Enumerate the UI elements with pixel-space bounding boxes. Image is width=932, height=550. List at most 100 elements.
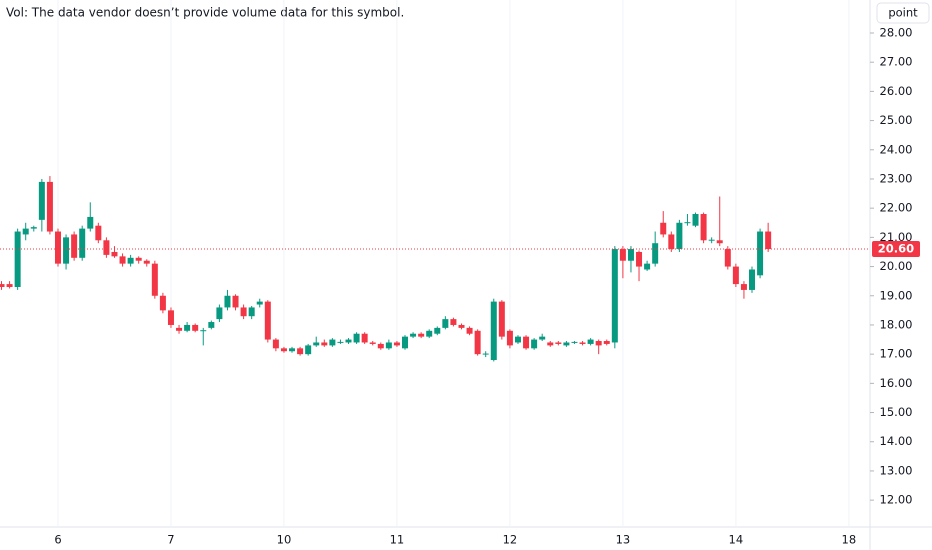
candle-body [490, 301, 497, 360]
candle-body [6, 284, 13, 288]
candle-body [79, 228, 86, 258]
candle-body [321, 342, 328, 346]
candle-body [143, 260, 150, 264]
x-tick-label: 14 [729, 533, 744, 547]
candle-body [313, 342, 320, 346]
candle-body [135, 257, 142, 261]
candle-body [757, 231, 764, 276]
candle-body [531, 339, 538, 349]
candle-body [563, 342, 570, 346]
candle-body [410, 333, 417, 337]
candle-body [402, 336, 408, 349]
candle-body [506, 330, 513, 346]
candle-body [539, 336, 546, 340]
y-tick-label: 13.00 [880, 463, 913, 477]
unit-button[interactable] [876, 2, 930, 24]
candle-body [434, 327, 441, 334]
candle-body [660, 222, 667, 235]
y-tick-label: 26.00 [880, 84, 913, 98]
candle-body [466, 327, 473, 334]
candle-body [329, 339, 336, 346]
candle-body [71, 234, 78, 258]
candle-body [636, 251, 643, 267]
candle-body [732, 266, 739, 285]
candle-body [700, 214, 707, 241]
candle-body [159, 295, 166, 311]
candle-body [749, 269, 756, 290]
candle-body [192, 324, 199, 331]
candle-body [240, 307, 247, 317]
candle-body [474, 330, 481, 355]
x-tick-label: 12 [503, 533, 518, 547]
candle-body [167, 310, 174, 325]
candle-body [377, 343, 384, 349]
candle-body [498, 301, 505, 337]
candle-body [708, 239, 715, 241]
candle-body [184, 324, 191, 331]
candle-body [603, 341, 610, 344]
y-tick-label: 21.00 [880, 230, 913, 244]
y-tick-label: 15.00 [880, 405, 913, 419]
y-tick-label: 18.00 [880, 317, 913, 331]
candle-body [385, 342, 392, 349]
candle-body [765, 231, 772, 250]
x-tick-label: 6 [54, 533, 61, 547]
candle-body [216, 307, 223, 320]
y-tick-label: 12.00 [880, 493, 913, 507]
candle-body [668, 234, 675, 250]
candle-body [87, 216, 94, 229]
candle-body [369, 342, 376, 344]
candle-body [30, 227, 37, 229]
candle-body [418, 333, 425, 337]
candle-body [272, 339, 279, 349]
candle-body [200, 330, 207, 332]
y-tick-label: 22.00 [880, 201, 913, 215]
candle-body [232, 295, 239, 308]
candle-body [644, 263, 651, 270]
candle-body [692, 214, 699, 226]
candle-body [627, 249, 634, 261]
x-tick-label: 7 [167, 533, 174, 547]
y-tick-label: 23.00 [880, 171, 913, 185]
candle-body [724, 249, 731, 267]
candle-body [95, 225, 102, 241]
annotation: Vol: The data vendor doesn’t provide vol… [6, 6, 404, 20]
candle-body [458, 324, 465, 328]
candle-body [579, 342, 586, 344]
candle-body [248, 307, 255, 317]
y-tick-label: 27.00 [880, 55, 913, 69]
candle-body [353, 333, 360, 343]
last-price-label: 20.60 [878, 242, 914, 256]
candle-body [619, 249, 626, 261]
candle-body [716, 240, 723, 244]
candle-body [514, 336, 521, 343]
candle-body [652, 243, 659, 264]
unit-label[interactable]: point [888, 6, 918, 20]
candle-body [684, 222, 691, 224]
candle-body [345, 339, 352, 343]
candle-body [256, 301, 263, 305]
candle-body [571, 341, 578, 343]
candle-body [63, 237, 70, 264]
candle-body [103, 240, 110, 255]
x-tick-label: 18 [842, 533, 857, 547]
candle-body [523, 336, 530, 349]
candle-body [0, 284, 5, 288]
candle-body [442, 319, 449, 328]
candle-body [555, 342, 562, 344]
candle-body [426, 330, 433, 337]
candle-body [119, 256, 126, 264]
x-tick-label: 13 [616, 533, 631, 547]
candle-body [611, 249, 618, 343]
y-tick-label: 19.00 [880, 288, 913, 302]
candle-body [305, 345, 312, 355]
y-tick-label: 14.00 [880, 434, 913, 448]
candle-body [595, 341, 602, 346]
candle-body [22, 228, 29, 235]
x-tick-label: 11 [390, 533, 405, 547]
y-tick-label: 25.00 [880, 113, 913, 127]
candle-body [14, 231, 21, 288]
candle-body [151, 263, 158, 296]
y-tick-label: 16.00 [880, 376, 913, 390]
